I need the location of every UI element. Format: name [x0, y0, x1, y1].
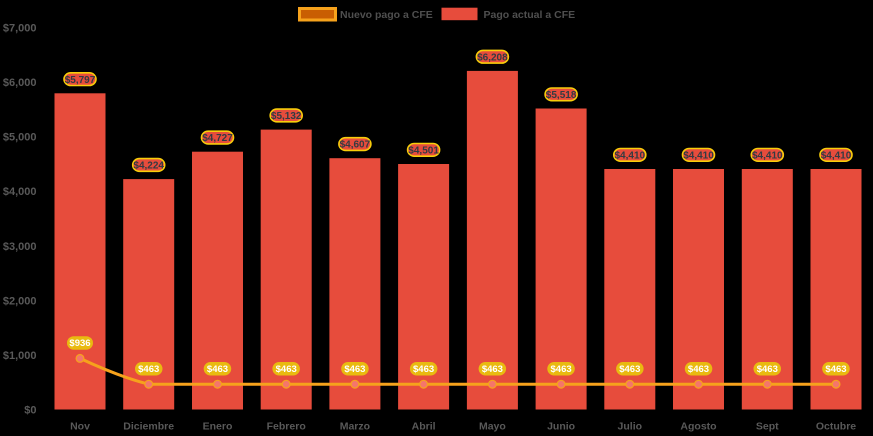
svg-text:Marzo: Marzo [340, 421, 370, 433]
svg-text:$463: $463 [825, 364, 846, 375]
svg-text:$4,224: $4,224 [133, 161, 164, 172]
svg-text:Nuevo pago a CFE: Nuevo pago a CFE [340, 9, 433, 21]
svg-text:$4,410: $4,410 [821, 150, 852, 161]
svg-text:$5,518: $5,518 [546, 90, 577, 101]
svg-text:$463: $463 [482, 364, 503, 375]
svg-text:Agosto: Agosto [680, 421, 716, 433]
svg-text:$2,000: $2,000 [3, 295, 37, 307]
svg-text:$4,607: $4,607 [340, 140, 371, 151]
svg-text:Diciembre: Diciembre [123, 421, 174, 433]
svg-text:$1,000: $1,000 [3, 350, 37, 362]
svg-text:Sept: Sept [756, 421, 779, 433]
svg-text:$4,410: $4,410 [615, 150, 646, 161]
svg-text:$4,501: $4,501 [408, 146, 439, 157]
svg-text:$463: $463 [619, 364, 640, 375]
svg-text:$463: $463 [688, 364, 709, 375]
svg-text:$463: $463 [207, 364, 228, 375]
svg-text:Pago actual a CFE: Pago actual a CFE [484, 9, 576, 21]
svg-text:Junio: Junio [547, 421, 575, 433]
svg-text:$463: $463 [138, 364, 159, 375]
svg-text:$5,000: $5,000 [3, 132, 37, 144]
svg-text:$5,797: $5,797 [65, 75, 96, 86]
svg-text:$6,208: $6,208 [477, 52, 508, 63]
svg-text:Octubre: Octubre [816, 421, 856, 433]
svg-text:$4,410: $4,410 [752, 150, 783, 161]
svg-text:$0: $0 [24, 404, 36, 416]
svg-text:$3,000: $3,000 [3, 241, 37, 253]
svg-text:$4,727: $4,727 [202, 133, 233, 144]
svg-text:$463: $463 [757, 364, 778, 375]
svg-text:Abril: Abril [412, 421, 436, 433]
svg-text:Febrero: Febrero [267, 421, 306, 433]
svg-text:$4,410: $4,410 [683, 150, 714, 161]
svg-text:Nov: Nov [70, 421, 90, 433]
svg-text:$463: $463 [276, 364, 297, 375]
svg-text:$463: $463 [413, 364, 434, 375]
svg-text:$463: $463 [344, 364, 365, 375]
svg-text:Mayo: Mayo [479, 421, 506, 433]
svg-text:Enero: Enero [203, 421, 233, 433]
svg-text:$463: $463 [551, 364, 572, 375]
svg-text:$4,000: $4,000 [3, 186, 37, 198]
svg-text:Julio: Julio [618, 421, 643, 433]
svg-text:$7,000: $7,000 [3, 23, 37, 35]
svg-text:$936: $936 [69, 338, 90, 349]
svg-text:$6,000: $6,000 [3, 77, 37, 89]
svg-text:$5,132: $5,132 [271, 111, 302, 122]
